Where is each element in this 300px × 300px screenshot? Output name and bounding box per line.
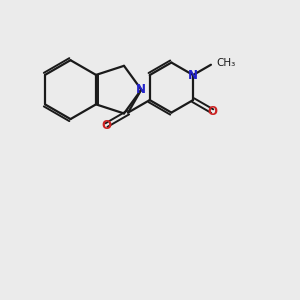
Text: CH₃: CH₃ <box>216 58 236 68</box>
Text: O: O <box>101 118 111 132</box>
Text: N: N <box>136 83 146 96</box>
Text: O: O <box>207 105 217 118</box>
Text: N: N <box>188 68 198 82</box>
